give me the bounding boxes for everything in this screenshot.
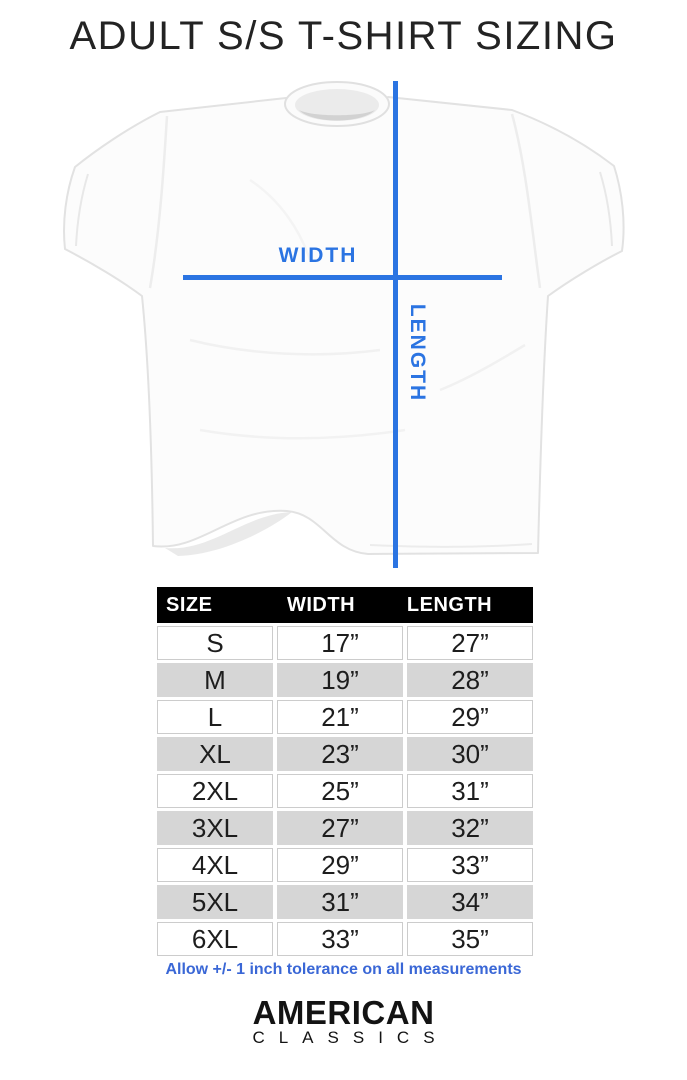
cell-length: 30” [407,737,533,771]
cell-length: 27” [407,626,533,660]
cell-size: 5XL [157,885,273,919]
cell-width: 31” [277,885,403,919]
cell-length: 29” [407,700,533,734]
cell-length: 34” [407,885,533,919]
page-title: ADULT S/S T-SHIRT SIZING [69,14,618,58]
header-cell-size: SIZE [166,593,213,616]
table-row: 4XL 29” 33” [157,848,533,882]
cell-width: 19” [277,663,403,697]
table-header: SIZE WIDTH LENGTH [157,587,533,623]
table-row: M 19” 28” [157,663,533,697]
cell-width: 27” [277,811,403,845]
tshirt-body [63,96,625,555]
cell-size: L [157,700,273,734]
cell-length: 28” [407,663,533,697]
table-row: S 17” 27” [157,626,533,660]
table-row: XL 23” 30” [157,737,533,771]
cell-length: 35” [407,922,533,956]
tolerance-note: Allow +/- 1 inch tolerance on all measur… [165,961,522,978]
cell-size: 2XL [157,774,273,808]
cell-width: 17” [277,626,403,660]
header-cell-width: WIDTH [276,594,406,617]
tshirt-seams [75,113,613,548]
header-cell-length: LENGTH [406,594,533,617]
table-row: L 21” 29” [157,700,533,734]
header-cell-length-label: LENGTH [406,593,493,616]
collar-shadow [299,110,375,121]
brand-logo: AMERICAN CLASSICS [0,994,687,1047]
cell-size: 3XL [157,811,273,845]
table-row: 5XL 31” 34” [157,885,533,919]
size-table: SIZE WIDTH LENGTH S 17” 27” M 19” 28” L … [157,587,533,956]
brand-name-secondary: CLASSICS [252,1028,449,1047]
cell-width: 25” [277,774,403,808]
cell-width: 33” [277,922,403,956]
cell-width: 29” [277,848,403,882]
width-label: WIDTH [278,244,358,267]
cell-size: S [157,626,273,660]
cell-length: 31” [407,774,533,808]
tshirt-graphic [63,81,625,556]
cell-size: 6XL [157,922,273,956]
hem-fold-shadow [165,512,292,556]
cell-size: M [157,663,273,697]
table-row: 3XL 27” 32” [157,811,533,845]
cell-length: 32” [407,811,533,845]
cell-size: 4XL [157,848,273,882]
length-measure-line [393,81,398,568]
collar-opening [295,89,379,121]
cell-length: 33” [407,848,533,882]
width-measure-line [183,275,502,280]
cell-width: 23” [277,737,403,771]
table-row: 6XL 33” 35” [157,922,533,956]
brand-name-primary: AMERICAN [252,994,435,1031]
table-row: 2XL 25” 31” [157,774,533,808]
header-cell-width-label: WIDTH [286,593,356,616]
cell-width: 21” [277,700,403,734]
length-label: LENGTH [406,303,429,403]
cell-size: XL [157,737,273,771]
